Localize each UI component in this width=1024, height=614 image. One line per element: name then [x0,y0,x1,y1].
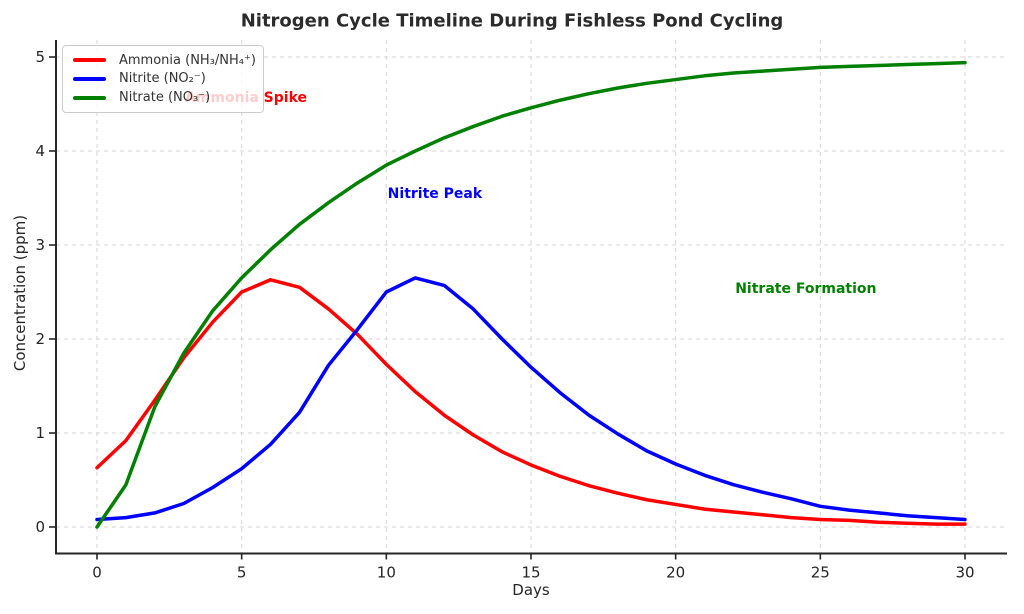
ammonia-line [95,278,967,526]
x-tick-label: 20 [666,564,685,582]
x-tick-label: 30 [955,564,974,582]
legend-item-ammonia: Ammonia (NH₃/NH₄⁺) [73,52,256,68]
nitrate-line [95,60,967,529]
nitrate-line-swatch [73,95,106,100]
ammonia-line-swatch [73,58,106,63]
legend-label-nitrate: Nitrate (NO₃⁻) [119,90,211,106]
y-tick-label: 4 [35,142,45,160]
y-tick-label: 2 [35,330,45,348]
chart-title: Nitrogen Cycle Timeline During Fishless … [240,10,784,32]
x-tick-label: 0 [92,564,102,582]
x-axis-label: Days [512,581,550,599]
x-tick-label: 5 [237,564,247,582]
annotation-nitrite-peak: Nitrite Peak [387,186,483,203]
x-tick-label: 15 [521,564,540,582]
legend-label-ammonia: Ammonia (NH₃/NH₄⁺) [119,52,256,68]
nitrite-line [95,276,967,522]
legend-item-nitrite: Nitrite (NO₂⁻) [73,71,253,86]
y-tick-label: 5 [35,48,45,66]
x-tick-label: 25 [811,564,830,582]
legend: Ammonia (NH₃/NH₄⁺) Nitrite (NO₂⁻) Nitrat… [62,45,264,113]
y-axis-label: Concentration (ppm) [11,214,29,372]
nitrite-line-swatch [73,76,106,81]
legend-label-nitrite: Nitrite (NO₂⁻) [119,71,206,87]
axes: 0 5 10 15 20 25 30 0 1 2 3 4 5 [35,40,1007,582]
legend-item-nitrate: Nitrate (NO₃⁻) [73,90,253,105]
x-tick-label: 10 [377,564,396,582]
annotation-nitrate-formation: Nitrate Formation [735,281,877,298]
y-tick-label: 1 [35,424,45,442]
y-tick-label: 3 [35,236,45,254]
y-tick-label: 0 [35,518,45,536]
